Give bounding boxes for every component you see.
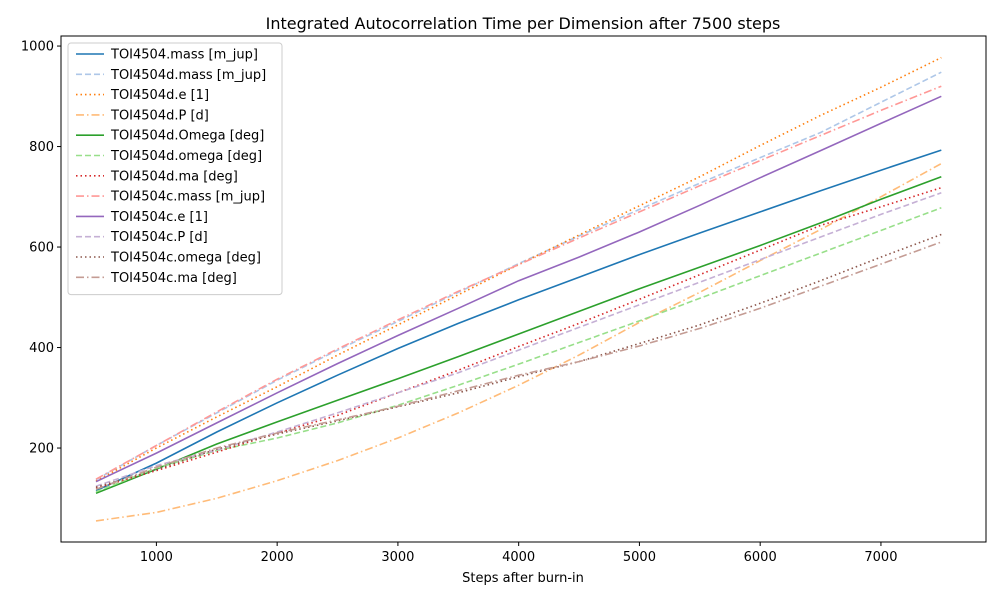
series-line-10	[95, 192, 942, 487]
y-tick-label: 200	[29, 442, 54, 457]
plot-lines	[95, 56, 942, 522]
chart-title: Integrated Autocorrelation Time per Dime…	[266, 14, 781, 33]
x-tick-label: 5000	[623, 550, 656, 565]
legend-entry-label: TOI4504d.e [1]	[110, 88, 209, 103]
legend-entry-label: TOI4504d.omega [deg]	[110, 149, 262, 164]
x-tick-label: 4000	[502, 550, 535, 565]
legend-entry-label: TOI4504c.mass [m_jup]	[110, 190, 265, 205]
x-tick-label: 7000	[864, 550, 897, 565]
y-tick-label: 600	[29, 241, 54, 256]
series-line-4	[95, 162, 942, 522]
legend-entry-label: TOI4504.mass [m_jup]	[110, 48, 258, 63]
series-line-7	[95, 186, 942, 489]
y-tick-label: 800	[29, 140, 54, 155]
x-tick-label: 6000	[744, 550, 777, 565]
legend-entry-label: TOI4504d.P [d]	[110, 108, 209, 123]
plot-area-frame	[60, 35, 987, 543]
x-tick-label: 2000	[261, 550, 294, 565]
legend-entry-label: TOI4504d.mass [m_jup]	[110, 68, 266, 83]
legend-entry-label: TOI4504c.omega [deg]	[110, 251, 261, 266]
x-axis-label: Steps after burn-in	[462, 571, 584, 586]
series-line-1	[95, 149, 942, 492]
y-axis: 200 400 600 800 1000	[21, 40, 61, 457]
x-axis: 1000 2000 3000 4000 5000 6000 7000	[140, 542, 897, 565]
series-line-5	[95, 175, 942, 495]
legend-box	[67, 42, 283, 296]
y-tick-label: 1000	[21, 40, 54, 55]
y-tick-label: 400	[29, 341, 54, 356]
legend-entry-label: TOI4504c.ma [deg]	[110, 271, 237, 286]
series-line-8	[95, 85, 942, 480]
series-line-9	[95, 95, 942, 483]
x-tick-label: 1000	[140, 550, 173, 565]
series-line-6	[95, 207, 942, 493]
legend-entry-label: TOI4504c.P [d]	[110, 230, 208, 245]
series-line-11	[95, 233, 942, 488]
legend-entry-label: TOI4504d.ma [deg]	[110, 169, 238, 184]
legend: TOI4504.mass [m_jup] TOI4504d.mass [m_jup…	[67, 42, 283, 296]
series-line-12	[95, 241, 942, 490]
legend-entry-label: TOI4504c.e [1]	[110, 210, 208, 225]
legend-entry-label: TOI4504d.Omega [deg]	[110, 129, 264, 144]
x-tick-label: 3000	[381, 550, 414, 565]
